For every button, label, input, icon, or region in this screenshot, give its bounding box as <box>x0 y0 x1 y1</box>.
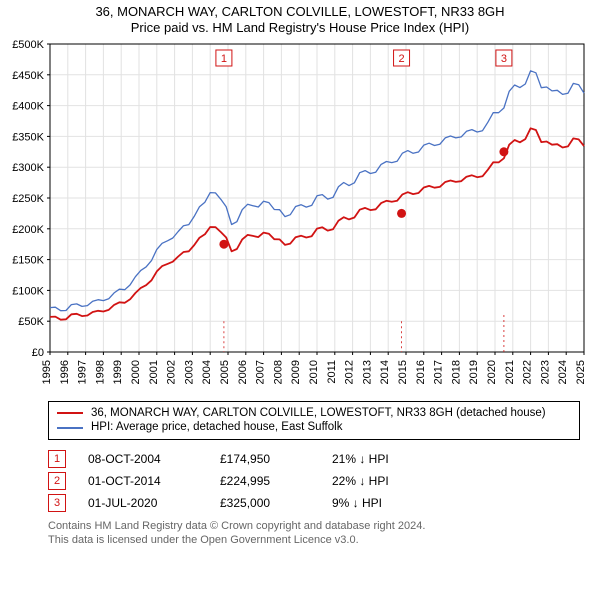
svg-text:2011: 2011 <box>326 360 338 384</box>
svg-text:1997: 1997 <box>77 360 89 384</box>
sale-diff: 9% ↓ HPI <box>332 496 442 510</box>
svg-text:1: 1 <box>221 53 227 65</box>
svg-text:£100K: £100K <box>12 285 44 297</box>
chart-container: 36, MONARCH WAY, CARLTON COLVILLE, LOWES… <box>0 0 600 395</box>
sales-table: 1 08-OCT-2004 £174,950 21% ↓ HPI 2 01-OCT-201… <box>48 448 580 514</box>
sale-diff: 22% ↓ HPI <box>332 474 442 488</box>
svg-text:2019: 2019 <box>468 360 480 384</box>
legend-label-hpi: HPI: Average price, detached house, East… <box>91 420 342 434</box>
sale-diff: 21% ↓ HPI <box>332 452 442 466</box>
svg-text:2022: 2022 <box>522 360 534 384</box>
svg-text:3: 3 <box>501 53 507 65</box>
svg-text:£400K: £400K <box>12 101 44 113</box>
sale-marker-box: 1 <box>48 450 66 468</box>
svg-text:36, MONARCH WAY, CARLTON COLVI: 36, MONARCH WAY, CARLTON COLVILLE, LOWES… <box>95 4 504 19</box>
price-chart: 36, MONARCH WAY, CARLTON COLVILLE, LOWES… <box>0 0 600 395</box>
svg-text:2000: 2000 <box>130 360 142 384</box>
footnote: Contains HM Land Registry data © Crown c… <box>48 520 580 548</box>
svg-text:2013: 2013 <box>361 360 373 384</box>
svg-text:2002: 2002 <box>166 360 178 384</box>
sales-row: 3 01-JUL-2020 £325,000 9% ↓ HPI <box>48 492 580 514</box>
svg-text:£150K: £150K <box>12 255 44 267</box>
legend-row-hpi: HPI: Average price, detached house, East… <box>57 420 571 434</box>
svg-text:£0: £0 <box>32 347 44 359</box>
svg-text:2010: 2010 <box>308 360 320 384</box>
svg-text:2025: 2025 <box>575 360 587 384</box>
svg-text:2: 2 <box>398 53 404 65</box>
svg-text:2007: 2007 <box>255 360 267 384</box>
svg-text:2009: 2009 <box>290 360 302 384</box>
svg-text:1996: 1996 <box>59 360 71 384</box>
sale-marker-box: 2 <box>48 472 66 490</box>
sale-price: £325,000 <box>220 496 310 510</box>
svg-text:1998: 1998 <box>94 360 106 384</box>
sale-date: 01-JUL-2020 <box>88 496 198 510</box>
svg-text:2015: 2015 <box>397 360 409 384</box>
sale-marker-box: 3 <box>48 494 66 512</box>
svg-text:1995: 1995 <box>41 360 53 384</box>
svg-text:£350K: £350K <box>12 131 44 143</box>
legend-label-subject: 36, MONARCH WAY, CARLTON COLVILLE, LOWES… <box>91 406 546 420</box>
svg-text:2021: 2021 <box>504 360 516 384</box>
svg-text:£500K: £500K <box>12 39 44 51</box>
svg-text:Price paid vs. HM Land Registr: Price paid vs. HM Land Registry's House … <box>131 20 469 35</box>
legend: 36, MONARCH WAY, CARLTON COLVILLE, LOWES… <box>48 401 580 440</box>
sale-price: £174,950 <box>220 452 310 466</box>
svg-text:£200K: £200K <box>12 224 44 236</box>
svg-text:2006: 2006 <box>237 360 249 384</box>
svg-text:2005: 2005 <box>219 360 231 384</box>
svg-text:2017: 2017 <box>433 360 445 384</box>
svg-text:2003: 2003 <box>183 360 195 384</box>
svg-text:2001: 2001 <box>148 360 160 384</box>
sales-row: 2 01-OCT-2014 £224,995 22% ↓ HPI <box>48 470 580 492</box>
svg-text:£300K: £300K <box>12 162 44 174</box>
sale-date: 01-OCT-2014 <box>88 474 198 488</box>
footnote-line2: This data is licensed under the Open Gov… <box>48 534 580 548</box>
sale-date: 08-OCT-2004 <box>88 452 198 466</box>
svg-text:2023: 2023 <box>539 360 551 384</box>
svg-text:2004: 2004 <box>201 360 213 384</box>
footnote-line1: Contains HM Land Registry data © Crown c… <box>48 520 580 534</box>
svg-text:£450K: £450K <box>12 70 44 82</box>
svg-text:1999: 1999 <box>112 360 124 384</box>
sales-row: 1 08-OCT-2004 £174,950 21% ↓ HPI <box>48 448 580 470</box>
svg-text:£250K: £250K <box>12 193 44 205</box>
svg-text:2008: 2008 <box>272 360 284 384</box>
svg-text:£50K: £50K <box>18 316 44 328</box>
svg-text:2018: 2018 <box>450 360 462 384</box>
legend-row-subject: 36, MONARCH WAY, CARLTON COLVILLE, LOWES… <box>57 406 571 420</box>
legend-swatch-hpi <box>57 427 83 429</box>
svg-text:2024: 2024 <box>557 360 569 384</box>
svg-text:2014: 2014 <box>379 360 391 384</box>
svg-text:2020: 2020 <box>486 360 498 384</box>
svg-text:2012: 2012 <box>344 360 356 384</box>
legend-swatch-subject <box>57 412 83 414</box>
svg-text:2016: 2016 <box>415 360 427 384</box>
sale-price: £224,995 <box>220 474 310 488</box>
